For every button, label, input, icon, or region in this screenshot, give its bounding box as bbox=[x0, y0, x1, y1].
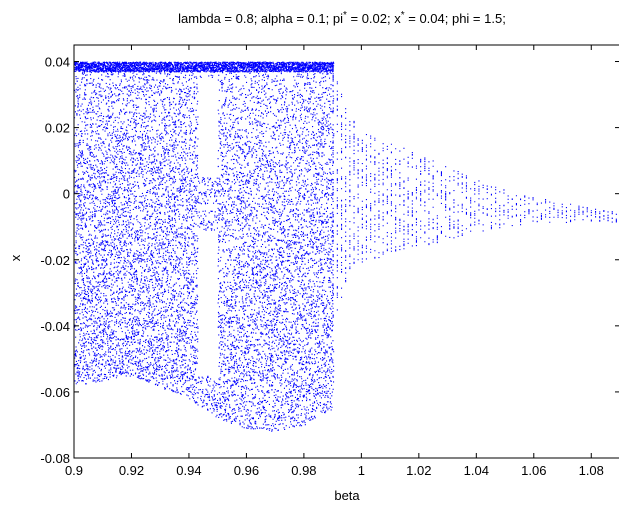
x-tick-label: 1.02 bbox=[406, 463, 431, 478]
y-tick-label: -0.02 bbox=[40, 253, 70, 268]
x-tick-label: 1 bbox=[358, 463, 365, 478]
x-tick-label: 0.98 bbox=[291, 463, 316, 478]
x-axis-label: beta bbox=[334, 488, 360, 503]
x-tick-label: 0.94 bbox=[176, 463, 201, 478]
title-superscript-1: * bbox=[343, 10, 347, 21]
axes-box bbox=[73, 44, 619, 459]
x-axis: 0.9 0.92 0.94 0.96 0.98 1 1.02 1.04 1.06 1.08 bbox=[65, 45, 604, 478]
y-tick-label: -0.04 bbox=[40, 319, 70, 334]
y-axis: -0.08 -0.06 -0.04 -0.02 0 0.02 0.04 bbox=[40, 55, 619, 466]
x-tick-label: 0.96 bbox=[234, 463, 259, 478]
x-tick-label: 1.04 bbox=[464, 463, 489, 478]
bifurcation-points bbox=[74, 61, 617, 432]
x-tick-label: 0.92 bbox=[119, 463, 144, 478]
x-tick-label: 1.06 bbox=[521, 463, 546, 478]
x-tick-label: 0.9 bbox=[65, 463, 83, 478]
y-tick-label: -0.06 bbox=[40, 385, 70, 400]
y-axis-label: x bbox=[8, 254, 23, 261]
title-superscript-2: * bbox=[401, 10, 405, 21]
y-tick-label: -0.08 bbox=[40, 451, 70, 466]
title-part-3: = 0.04; phi = 1.5; bbox=[405, 11, 506, 26]
x-tick-label: 1.08 bbox=[579, 463, 604, 478]
chart-title: lambda = 0.8; alpha = 0.1; pi* = 0.02; x… bbox=[178, 10, 506, 26]
scatter-points bbox=[74, 61, 617, 432]
y-tick-label: 0.04 bbox=[45, 55, 70, 70]
y-tick-label: 0 bbox=[63, 187, 70, 202]
y-tick-label: 0.02 bbox=[45, 121, 70, 136]
title-part-2: = 0.02; x bbox=[347, 11, 401, 26]
title-part-1: lambda = 0.8; alpha = 0.1; pi bbox=[178, 11, 343, 26]
